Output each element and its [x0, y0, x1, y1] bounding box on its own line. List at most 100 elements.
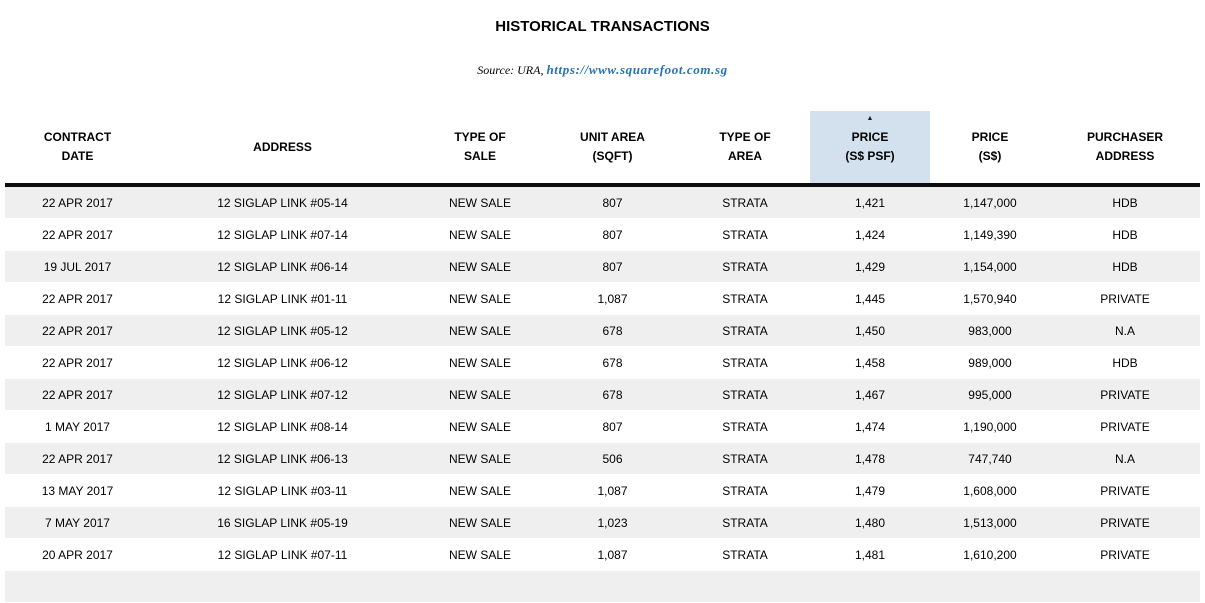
cell-type-of-area: STRATA: [680, 410, 810, 443]
cell-unit-area-sqft: 807: [545, 185, 680, 219]
table-header-row: CONTRACT DATE ADDRESS TYPE OF SALE UNIT AREA (…: [5, 111, 1200, 187]
cell-type-of-area: STRATA: [680, 538, 810, 571]
cell-unit-area-sqft: 678: [545, 378, 680, 411]
column-header-purchaser-address[interactable]: PURCHASER ADDRESS: [1050, 111, 1200, 187]
table-row: 19 JUL 2017 12 SIGLAP LINK #06-14 NEW SALE…: [5, 250, 1200, 283]
cell-contract-date: 22 APR 2017: [5, 442, 150, 475]
cell-price: 1,570,940: [930, 282, 1050, 315]
cell-contract-date: 22 APR 2017: [5, 314, 150, 347]
table-body: 22 APR 2017 12 SIGLAP LINK #05-14 NEW SALE…: [5, 185, 1200, 603]
table-row: 22 APR 2017 12 SIGLAP LINK #07-12 NEW SALE…: [5, 378, 1200, 411]
column-header-price-psf[interactable]: ▲ PRICE (S$ PSF): [810, 111, 930, 187]
cell-type-of-area: STRATA: [680, 314, 810, 347]
table-row-partial: [5, 570, 1200, 603]
column-header-contract-date[interactable]: CONTRACT DATE: [5, 111, 150, 187]
cell-type-of-sale: NEW SALE: [415, 410, 545, 443]
column-header-sublabel: AREA: [727, 149, 762, 163]
cell-purchaser-address: PRIVATE: [1050, 474, 1200, 507]
table-row: 1 MAY 2017 12 SIGLAP LINK #08-14 NEW SALE 8…: [5, 410, 1200, 443]
cell-purchaser-address: HDB: [1050, 185, 1200, 219]
cell-unit-area-sqft: 1,023: [545, 506, 680, 539]
column-header-sublabel: SALE: [463, 149, 496, 163]
cell-purchaser-address: PRIVATE: [1050, 282, 1200, 315]
cell-unit-area-sqft: 1,087: [545, 474, 680, 507]
cell-price-psf: 1,474: [810, 410, 930, 443]
cell-type-of-area: STRATA: [680, 378, 810, 411]
cell-contract-date: 20 APR 2017: [5, 538, 150, 571]
cell-contract-date: 13 MAY 2017: [5, 474, 150, 507]
cell-contract-date: 19 JUL 2017: [5, 250, 150, 283]
cell-purchaser-address: N.A: [1050, 314, 1200, 347]
cell-type-of-area: STRATA: [680, 250, 810, 283]
cell-price: 1,610,200: [930, 538, 1050, 571]
cell-type-of-sale: NEW SALE: [415, 506, 545, 539]
cell-price-psf: 1,479: [810, 474, 930, 507]
cell-price-psf: 1,458: [810, 346, 930, 379]
cell-address: 12 SIGLAP LINK #08-14: [150, 410, 415, 443]
column-header-label: CONTRACT: [43, 130, 112, 144]
column-header-sublabel: (S$ PSF): [845, 149, 895, 163]
cell-purchaser-address: HDB: [1050, 250, 1200, 283]
column-header-unit-area-sqft[interactable]: UNIT AREA (SQFT): [545, 111, 680, 187]
cell-price: 1,149,390: [930, 218, 1050, 251]
column-header-label: PRICE: [971, 130, 1009, 144]
column-header-label: TYPE OF: [454, 130, 506, 144]
cell-contract-date: 7 MAY 2017: [5, 506, 150, 539]
table-row: 22 APR 2017 12 SIGLAP LINK #01-11 NEW SALE…: [5, 282, 1200, 315]
page-title: HISTORICAL TRANSACTIONS: [495, 18, 710, 35]
cell-contract-date: 1 MAY 2017: [5, 410, 150, 443]
cell-unit-area-sqft: 678: [545, 346, 680, 379]
table-row: 7 MAY 2017 16 SIGLAP LINK #05-19 NEW SALE 1…: [5, 506, 1200, 539]
cell-type-of-sale: NEW SALE: [415, 538, 545, 571]
column-header-type-of-area[interactable]: TYPE OF AREA: [680, 111, 810, 187]
cell-price-psf: 1,480: [810, 506, 930, 539]
cell-contract-date: 22 APR 2017: [5, 185, 150, 219]
table-row: 22 APR 2017 12 SIGLAP LINK #07-14 NEW SALE…: [5, 218, 1200, 251]
cell-type-of-sale: NEW SALE: [415, 282, 545, 315]
cell-type-of-sale: NEW SALE: [415, 185, 545, 219]
cell-type-of-sale: NEW SALE: [415, 378, 545, 411]
cell-type-of-area: STRATA: [680, 218, 810, 251]
cell-price-psf: 1,445: [810, 282, 930, 315]
cell-purchaser-address: PRIVATE: [1050, 506, 1200, 539]
column-header-sublabel: (SQFT): [592, 149, 633, 163]
cell-address: 12 SIGLAP LINK #06-14: [150, 250, 415, 283]
table-row: 22 APR 2017 12 SIGLAP LINK #05-12 NEW SALE…: [5, 314, 1200, 347]
cell-price: 1,147,000: [930, 185, 1050, 219]
source-link[interactable]: https://www.squarefoot.com.sg: [546, 62, 728, 77]
table-header: CONTRACT DATE ADDRESS TYPE OF SALE UNIT AREA (…: [5, 111, 1200, 187]
source-label: Source: URA,: [477, 63, 547, 77]
cell-price-psf: 1,424: [810, 218, 930, 251]
cell-address: 12 SIGLAP LINK #06-12: [150, 346, 415, 379]
cell-unit-area-sqft: 1,087: [545, 538, 680, 571]
cell-price: 1,608,000: [930, 474, 1050, 507]
cell-type-of-sale: NEW SALE: [415, 314, 545, 347]
cell-purchaser-address: PRIVATE: [1050, 538, 1200, 571]
source-line: Source: URA, https://www.squarefoot.com.…: [0, 62, 1205, 78]
cell-type-of-sale: NEW SALE: [415, 218, 545, 251]
table-row: 22 APR 2017 12 SIGLAP LINK #06-12 NEW SALE…: [5, 346, 1200, 379]
cell-unit-area-sqft: 807: [545, 250, 680, 283]
cell-unit-area-sqft: 506: [545, 442, 680, 475]
cell-address: 12 SIGLAP LINK #07-14: [150, 218, 415, 251]
cell-price-psf: 1,421: [810, 185, 930, 219]
cell-price: 1,513,000: [930, 506, 1050, 539]
column-header-type-of-sale[interactable]: TYPE OF SALE: [415, 111, 545, 187]
column-header-label: PRICE: [851, 130, 889, 144]
cell-unit-area-sqft: 807: [545, 218, 680, 251]
cell-type-of-area: STRATA: [680, 506, 810, 539]
column-header-price[interactable]: PRICE (S$): [930, 111, 1050, 187]
cell-address: 12 SIGLAP LINK #03-11: [150, 474, 415, 507]
cell-address: 16 SIGLAP LINK #05-19: [150, 506, 415, 539]
cell-price: 1,190,000: [930, 410, 1050, 443]
cell-address: 12 SIGLAP LINK #05-12: [150, 314, 415, 347]
cell-address: 12 SIGLAP LINK #07-12: [150, 378, 415, 411]
cell-address: 12 SIGLAP LINK #05-14: [150, 185, 415, 219]
column-header-sublabel: DATE: [61, 149, 94, 163]
cell-price-psf: 1,429: [810, 250, 930, 283]
cell-type-of-area: STRATA: [680, 474, 810, 507]
sort-ascending-icon: ▲: [866, 115, 874, 122]
cell-type-of-sale: NEW SALE: [415, 442, 545, 475]
cell-type-of-sale: NEW SALE: [415, 346, 545, 379]
column-header-address[interactable]: ADDRESS: [150, 111, 415, 187]
